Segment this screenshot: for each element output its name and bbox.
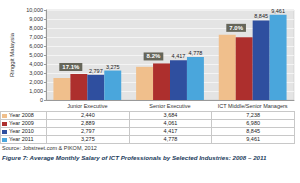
svg-text:8.2%: 8.2%: [147, 53, 161, 59]
svg-text:8,845: 8,845: [254, 13, 268, 19]
svg-text:17.1%: 17.1%: [62, 64, 80, 70]
svg-text:2,000: 2,000: [29, 79, 43, 85]
svg-text:ICT Middle/Senior Managers: ICT Middle/Senior Managers: [218, 103, 288, 109]
svg-text:2,797: 2,797: [89, 68, 103, 74]
html-text:Year 2011: Year 2011: [9, 136, 34, 142]
html-text:Year 2009: Year 2009: [9, 120, 34, 126]
svg-text:8,000: 8,000: [29, 25, 43, 31]
html-text:3,684: 3,684: [163, 112, 178, 118]
svg-text:9,000: 9,000: [29, 16, 43, 22]
html-text:8,845: 8,845: [246, 128, 260, 134]
svg-text:Senior Executive: Senior Executive: [149, 103, 190, 109]
html-text:2,440: 2,440: [80, 112, 95, 118]
svg-text:7.0%: 7.0%: [229, 25, 243, 31]
svg-text:0: 0: [40, 97, 43, 103]
html-text:2,797: 2,797: [80, 128, 95, 134]
html-text:Figure 7: Average Monthly Sala: Figure 7: Average Monthly Salary of ICT …: [2, 154, 267, 161]
html-text:3,275: 3,275: [80, 136, 95, 142]
svg-text:5,000: 5,000: [29, 52, 43, 58]
svg-text:Junior Executive: Junior Executive: [67, 103, 107, 109]
html-text:4,778: 4,778: [163, 136, 178, 142]
svg-text:9,461: 9,461: [271, 8, 285, 14]
html-text:Year 2010: Year 2010: [9, 128, 34, 134]
svg-text:1,000: 1,000: [29, 88, 43, 94]
html-text:4,061: 4,061: [163, 120, 178, 126]
html-text:6,980: 6,980: [246, 120, 260, 126]
svg-text:3,000: 3,000: [29, 70, 43, 76]
html-text:Source: Jobstreet.com & PIKOM,: Source: Jobstreet.com & PIKOM, 2012: [2, 145, 97, 151]
svg-text:4,417: 4,417: [172, 53, 186, 59]
svg-text:10,000: 10,000: [26, 7, 43, 13]
svg-text:3,275: 3,275: [106, 64, 120, 70]
html-text:4,417: 4,417: [163, 128, 178, 134]
svg-text:Ringgit Malaysia: Ringgit Malaysia: [9, 32, 15, 77]
svg-text:4,000: 4,000: [29, 61, 43, 67]
svg-text:7,000: 7,000: [29, 34, 43, 40]
svg-text:4,778: 4,778: [189, 50, 203, 56]
svg-text:6,000: 6,000: [29, 43, 43, 49]
html-text:7,238: 7,238: [246, 112, 260, 118]
html-text:2,889: 2,889: [80, 120, 95, 126]
html-text:Year 2008: Year 2008: [9, 112, 34, 118]
html-text:9,461: 9,461: [246, 136, 260, 142]
